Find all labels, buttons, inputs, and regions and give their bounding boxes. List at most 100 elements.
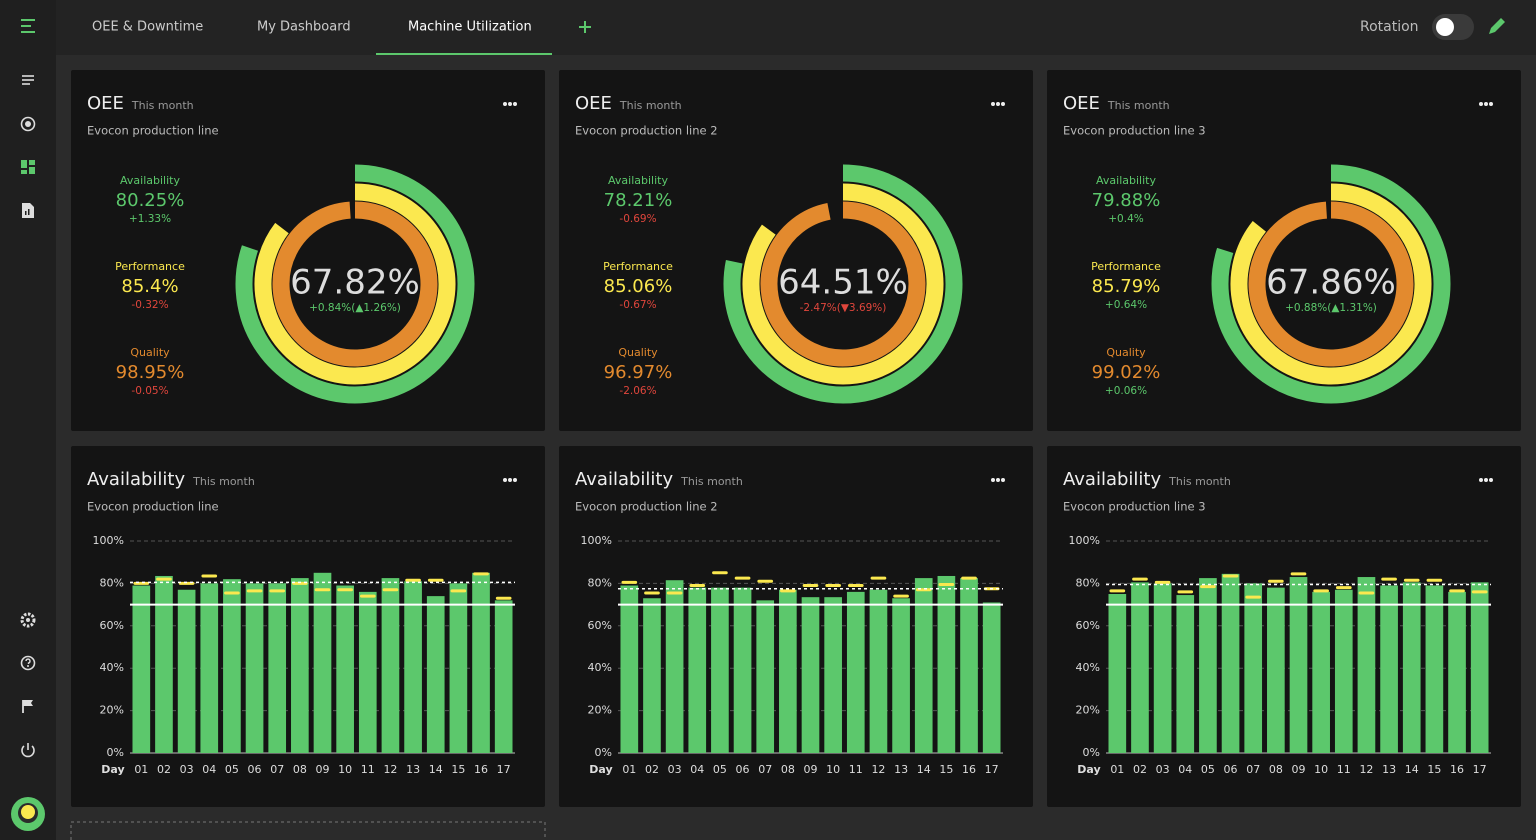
x-tick-label: 05 <box>713 763 727 776</box>
metric-name: Quality <box>1106 346 1146 359</box>
marker <box>405 578 421 582</box>
widget-menu-dot[interactable] <box>1001 478 1005 482</box>
x-tick-label: 11 <box>1337 763 1351 776</box>
marker <box>1290 572 1307 576</box>
y-tick-label: 80% <box>1076 576 1100 589</box>
x-tick-label: 15 <box>451 763 465 776</box>
marker <box>1335 586 1352 590</box>
tab[interactable]: OEE & Downtime <box>92 20 203 35</box>
widget-menu-dot[interactable] <box>503 478 507 482</box>
bar <box>155 575 173 753</box>
marker <box>473 572 489 576</box>
add-tab-icon[interactable] <box>579 21 591 33</box>
widget-menu-dot[interactable] <box>1489 478 1493 482</box>
x-tick-label: 01 <box>134 763 148 776</box>
metric-name: Availability <box>608 174 668 187</box>
menu-icon[interactable] <box>21 19 35 33</box>
widget-title: Availability <box>1063 469 1161 490</box>
bar <box>620 585 639 753</box>
x-tick-label: 02 <box>157 763 171 776</box>
marker <box>893 594 909 598</box>
widget-menu-dot[interactable] <box>991 478 995 482</box>
bar <box>1199 578 1217 753</box>
y-tick-label: 60% <box>1076 619 1100 632</box>
y-tick-label: 40% <box>588 661 612 674</box>
oee-value: 67.86% <box>1266 263 1396 303</box>
y-tick-label: 20% <box>1076 704 1100 717</box>
metric-value: 85.06% <box>604 276 673 297</box>
widget-menu-dot[interactable] <box>1484 478 1488 482</box>
widget-menu-dot[interactable] <box>1479 478 1483 482</box>
oee-ring <box>760 201 926 367</box>
x-tick-label: 10 <box>826 763 840 776</box>
edit-icon[interactable] <box>1489 18 1505 34</box>
marker <box>1449 589 1465 593</box>
metric-change: +0.4% <box>1108 213 1143 225</box>
widget-menu-dot[interactable] <box>1489 102 1493 106</box>
widget-menu-dot[interactable] <box>996 102 1000 106</box>
bar <box>914 578 933 753</box>
bar <box>1289 577 1308 753</box>
y-tick-label: 0% <box>107 746 124 759</box>
widget-menu-dot[interactable] <box>508 478 512 482</box>
x-tick-label: 05 <box>225 763 239 776</box>
rotation-toggle[interactable] <box>1432 14 1474 40</box>
help-icon[interactable] <box>20 655 36 671</box>
marker <box>427 578 444 582</box>
metric-value: 78.21% <box>604 190 673 211</box>
bar <box>937 575 956 753</box>
oee-value: 64.51% <box>778 263 908 303</box>
tab[interactable]: Machine Utilization <box>408 20 532 35</box>
widget-menu-dot[interactable] <box>1479 102 1483 106</box>
oee-change: +0.88%(▲1.31%) <box>1285 302 1377 314</box>
report-icon[interactable] <box>22 203 34 218</box>
flag-icon[interactable] <box>22 700 33 713</box>
bar <box>223 579 241 753</box>
widget-menu-dot[interactable] <box>991 102 995 106</box>
widget-menu-dot[interactable] <box>513 102 517 106</box>
x-tick-label: 06 <box>248 763 262 776</box>
x-tick-label: 14 <box>917 763 931 776</box>
y-tick-label: 100% <box>581 534 612 547</box>
metric-name: Availability <box>120 174 180 187</box>
bar <box>494 600 513 753</box>
settings-icon[interactable] <box>20 612 36 628</box>
bar <box>1108 594 1127 753</box>
widget-menu-dot[interactable] <box>508 102 512 106</box>
bar <box>449 583 468 753</box>
bar <box>426 596 445 753</box>
x-tick-label: 06 <box>1224 763 1238 776</box>
y-tick-label: 40% <box>1076 661 1100 674</box>
widget-line: Evocon production line <box>87 500 219 514</box>
list-icon[interactable] <box>22 75 34 85</box>
tab[interactable]: My Dashboard <box>257 20 351 35</box>
widget-menu-dot[interactable] <box>503 102 507 106</box>
widget-title: Availability <box>87 469 185 490</box>
bar <box>1131 582 1149 753</box>
x-tick-label: 14 <box>429 763 443 776</box>
x-tick-label: 07 <box>758 763 772 776</box>
x-tick-label: 09 <box>804 763 818 776</box>
x-tick-label: 10 <box>1314 763 1328 776</box>
dashboard-icon[interactable] <box>21 160 35 174</box>
widget-menu-dot[interactable] <box>513 478 517 482</box>
bar <box>291 578 309 753</box>
avatar[interactable] <box>11 797 45 831</box>
record-icon[interactable] <box>20 116 36 132</box>
bar <box>1312 591 1330 753</box>
x-tick-label: 12 <box>871 763 885 776</box>
marker <box>224 591 240 595</box>
oee-ring <box>1230 183 1432 385</box>
widget-period: This month <box>619 99 682 112</box>
marker <box>133 581 150 585</box>
power-icon[interactable] <box>21 743 35 758</box>
widget-menu-dot[interactable] <box>1484 102 1488 106</box>
widget-menu-dot[interactable] <box>996 478 1000 482</box>
widget-menu-dot[interactable] <box>1001 102 1005 106</box>
marker <box>337 588 353 592</box>
bar <box>1221 573 1240 753</box>
oee-ring <box>1248 201 1414 367</box>
y-tick-label: 60% <box>588 619 612 632</box>
add-widget-placeholder[interactable] <box>70 821 546 840</box>
